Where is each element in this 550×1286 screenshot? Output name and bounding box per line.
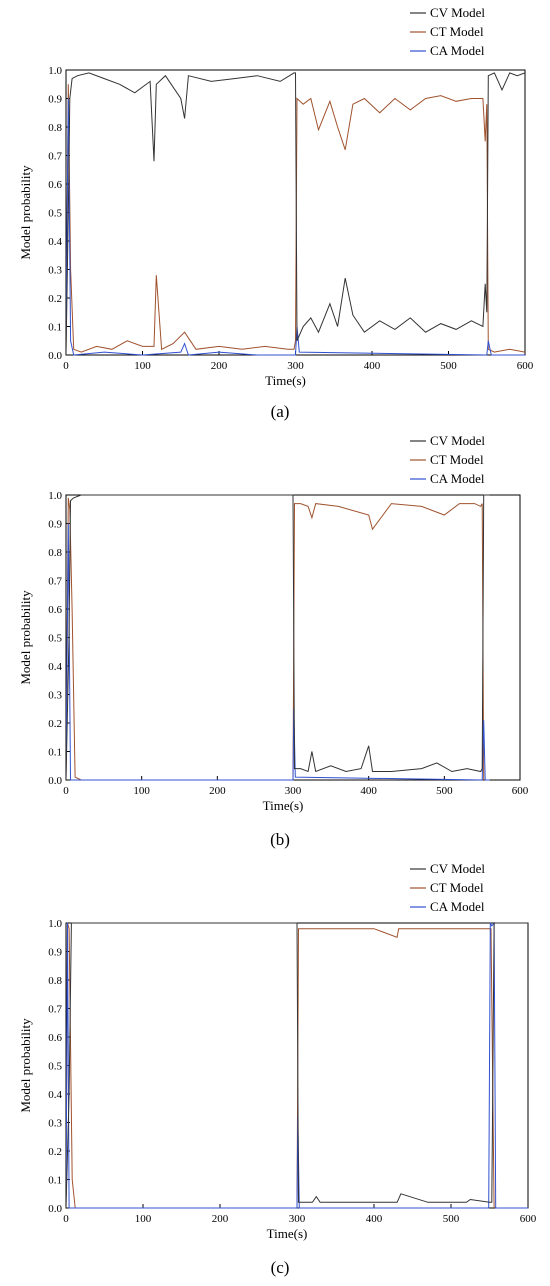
panel-c: 0 100 200 300 400 500 600 0.0 0.1 0.2 0.3 0.4 0.5 0.6…	[18, 861, 537, 1277]
x-tick-label: 300	[289, 1213, 306, 1225]
series-line-ca-b	[66, 523, 490, 781]
y-tick-label: 0.8	[48, 975, 62, 987]
x-tick-label: 200	[209, 785, 226, 797]
y-tick-label: 0.0	[48, 350, 62, 362]
x-axis-title-b: Time(s)	[263, 798, 304, 813]
series-line-ca-a	[66, 98, 525, 356]
y-tick-label: 0.9	[48, 94, 62, 106]
x-tick-label: 400	[364, 360, 381, 372]
legend-label-ca: CA Model	[430, 471, 485, 486]
y-tick-label: 0.6	[48, 604, 62, 616]
legend-label-cv: CV Model	[430, 861, 485, 876]
x-tick-label: 500	[443, 1213, 460, 1225]
series-line-ct-c	[66, 922, 495, 1209]
y-tick-label: 0.1	[48, 747, 62, 759]
y-tick-label: 0.5	[48, 208, 62, 220]
plot-area-a: 0 100 200 300 400 500 600 0.0 0.1 0.2 0.3 0.4 0.5 0.6…	[18, 5, 534, 388]
y-tick-label: 1.0	[48, 490, 62, 502]
x-tick-label: 600	[520, 1213, 537, 1225]
series-line-cv-c	[66, 922, 528, 1209]
x-tick-label: 500	[436, 785, 453, 797]
y-tick-label: 0.0	[48, 775, 62, 787]
y-tick-label: 0.9	[48, 947, 62, 959]
y-tick-label: 0.6	[48, 1032, 62, 1044]
y-axis-title-b: Model probability	[18, 590, 33, 685]
y-tick-label: 0.3	[48, 265, 62, 277]
y-tick-label: 0.4	[48, 661, 62, 673]
y-tick-label: 0.8	[48, 122, 62, 134]
x-tick-label: 400	[366, 1213, 383, 1225]
legend-label-ct: CT Model	[430, 880, 484, 895]
y-tick-label: 0.2	[48, 718, 62, 730]
x-tick-label: 0	[63, 360, 69, 372]
y-tick-label: 0.3	[48, 1118, 62, 1130]
series-line-cv-b	[66, 494, 490, 781]
x-axis-title-c: Time(s)	[267, 1226, 308, 1241]
x-axis-title-a: Time(s)	[265, 373, 306, 388]
y-tick-label: 0.2	[48, 293, 62, 305]
x-tick-label: 600	[512, 785, 529, 797]
legend-label-ca: CA Model	[430, 43, 485, 58]
y-tick-label: 0.4	[48, 236, 62, 248]
x-tick-label: 200	[212, 1213, 229, 1225]
y-tick-label: 1.0	[48, 65, 62, 77]
panel-b: 0 100 200 300 400 500 600 0.0 0.1 0.2 0.3 0.4 0.5 0.6…	[18, 433, 529, 849]
y-tick-label: 1.0	[48, 918, 62, 930]
legend-label-ct: CT Model	[430, 24, 484, 39]
x-tick-label: 300	[285, 785, 302, 797]
legend-b: CV Model CT Model CA Model	[410, 433, 485, 486]
y-tick-label: 0.4	[48, 1089, 62, 1101]
panel-label-a: (a)	[271, 402, 290, 421]
x-tick-label: 0	[63, 785, 69, 797]
x-tick-label: 300	[287, 360, 304, 372]
y-tick-label: 0.5	[48, 633, 62, 645]
x-tick-label: 0	[63, 1213, 69, 1225]
y-tick-label: 0.7	[48, 1004, 62, 1016]
y-tick-label: 0.8	[48, 547, 62, 559]
y-tick-label: 0.1	[48, 322, 62, 334]
x-tick-label: 100	[135, 1213, 152, 1225]
y-tick-label: 0.0	[48, 1203, 62, 1215]
x-tick-label: 400	[360, 785, 377, 797]
y-tick-label: 0.1	[48, 1175, 62, 1187]
y-tick-label: 0.6	[48, 179, 62, 191]
y-tick-label: 0.3	[48, 690, 62, 702]
y-tick-label: 0.7	[48, 151, 62, 163]
legend-label-cv: CV Model	[430, 5, 485, 20]
series-line-ct-b	[66, 497, 485, 781]
x-tick-label: 100	[133, 785, 150, 797]
panel-label-c: (c)	[271, 1258, 290, 1277]
x-tick-label: 100	[134, 360, 151, 372]
y-tick-label: 0.7	[48, 576, 62, 588]
series-line-ct-a	[66, 84, 525, 356]
x-tick-label: 200	[211, 360, 228, 372]
legend-c: CV Model CT Model CA Model	[410, 861, 485, 914]
y-tick-label: 0.5	[48, 1061, 62, 1073]
panel-a: 0 100 200 300 400 500 600 0.0 0.1 0.2 0.3 0.4 0.5 0.6…	[18, 5, 534, 421]
legend-a: CV Model CT Model CA Model	[410, 5, 485, 58]
x-tick-label: 500	[440, 360, 457, 372]
legend-label-cv: CV Model	[430, 433, 485, 448]
y-tick-label: 0.9	[48, 519, 62, 531]
plot-area-c: 0 100 200 300 400 500 600 0.0 0.1 0.2 0.3 0.4 0.5 0.6…	[18, 861, 537, 1241]
y-tick-label: 0.2	[48, 1146, 62, 1158]
legend-label-ca: CA Model	[430, 899, 485, 914]
x-tick-label: 600	[517, 360, 534, 372]
y-axis-title-a: Model probability	[18, 165, 33, 260]
plot-area-b: 0 100 200 300 400 500 600 0.0 0.1 0.2 0.3 0.4 0.5 0.6…	[18, 433, 529, 813]
y-axis-title-c: Model probability	[18, 1018, 33, 1113]
legend-label-ct: CT Model	[430, 452, 484, 467]
series-line-cv-a	[66, 72, 525, 356]
panel-label-b: (b)	[270, 830, 290, 849]
